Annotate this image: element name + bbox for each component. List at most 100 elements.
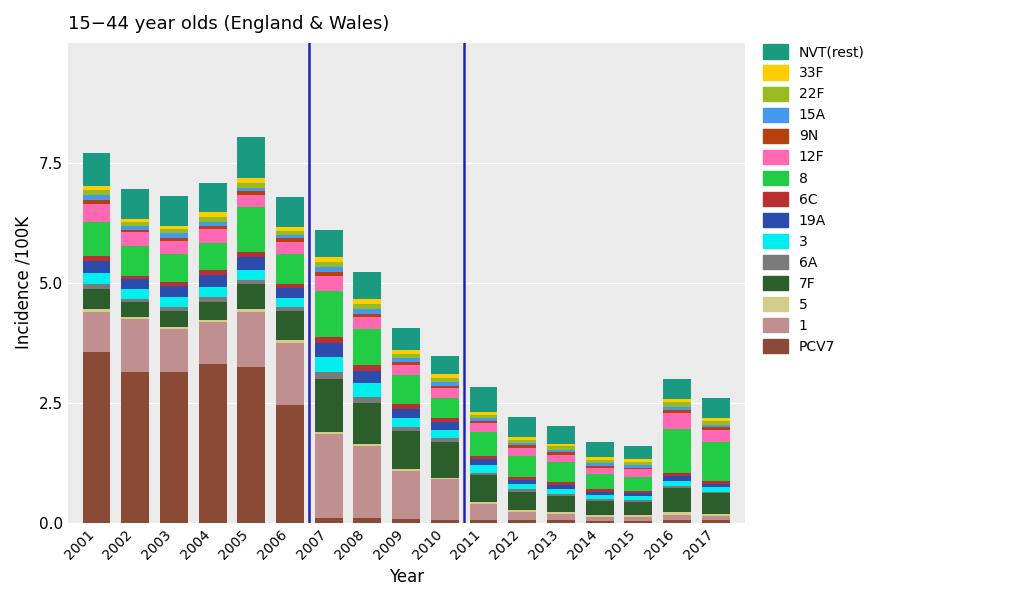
- Bar: [702, 487, 729, 492]
- Bar: [547, 511, 575, 514]
- Bar: [624, 469, 653, 477]
- Bar: [431, 438, 458, 442]
- Bar: [508, 440, 536, 443]
- Bar: [624, 499, 653, 502]
- Bar: [702, 430, 729, 442]
- Bar: [470, 475, 497, 502]
- Bar: [547, 426, 575, 444]
- Bar: [198, 229, 226, 243]
- Bar: [470, 456, 497, 459]
- Bar: [122, 189, 149, 219]
- Bar: [237, 195, 265, 207]
- Bar: [83, 222, 110, 257]
- Bar: [624, 446, 653, 459]
- Bar: [702, 516, 729, 520]
- Bar: [392, 354, 420, 358]
- Bar: [315, 262, 343, 267]
- Bar: [198, 226, 226, 229]
- Bar: [276, 311, 304, 340]
- Bar: [431, 378, 458, 382]
- Bar: [508, 520, 536, 523]
- Bar: [624, 521, 653, 523]
- Bar: [585, 501, 614, 514]
- Bar: [276, 238, 304, 242]
- Bar: [585, 463, 614, 466]
- Bar: [315, 434, 343, 518]
- Bar: [431, 478, 458, 479]
- Bar: [431, 356, 458, 374]
- Bar: [354, 310, 382, 314]
- Bar: [547, 462, 575, 483]
- Bar: [508, 443, 536, 445]
- Bar: [83, 310, 110, 311]
- Bar: [392, 350, 420, 354]
- Bar: [122, 276, 149, 279]
- Bar: [702, 425, 729, 427]
- Bar: [663, 476, 691, 481]
- Bar: [83, 311, 110, 352]
- Bar: [122, 219, 149, 222]
- Bar: [663, 402, 691, 407]
- Bar: [122, 317, 149, 319]
- Bar: [585, 460, 614, 463]
- Bar: [470, 502, 497, 504]
- Bar: [624, 493, 653, 496]
- Bar: [470, 432, 497, 456]
- Bar: [237, 280, 265, 284]
- Bar: [160, 297, 188, 307]
- Bar: [160, 254, 188, 282]
- Bar: [392, 365, 420, 376]
- Bar: [122, 299, 149, 302]
- Bar: [354, 272, 382, 299]
- Bar: [276, 284, 304, 288]
- Bar: [470, 412, 497, 415]
- Bar: [585, 457, 614, 460]
- Bar: [508, 510, 536, 511]
- Bar: [83, 153, 110, 186]
- Bar: [276, 197, 304, 227]
- Bar: [83, 352, 110, 523]
- Bar: [83, 261, 110, 273]
- Bar: [470, 459, 497, 465]
- Bar: [83, 289, 110, 310]
- Bar: [198, 320, 226, 322]
- Bar: [237, 270, 265, 280]
- Bar: [315, 272, 343, 276]
- Bar: [585, 442, 614, 457]
- Bar: [160, 307, 188, 311]
- Bar: [198, 243, 226, 270]
- Bar: [431, 520, 458, 523]
- Bar: [198, 364, 226, 523]
- Bar: [122, 222, 149, 226]
- Bar: [198, 216, 226, 222]
- Bar: [392, 469, 420, 471]
- Bar: [392, 358, 420, 362]
- Bar: [198, 322, 226, 364]
- Bar: [160, 196, 188, 226]
- Bar: [122, 226, 149, 230]
- Bar: [198, 302, 226, 320]
- Bar: [198, 270, 226, 275]
- Bar: [470, 423, 497, 432]
- Bar: [237, 252, 265, 257]
- Bar: [392, 427, 420, 431]
- Bar: [624, 517, 653, 521]
- Bar: [392, 409, 420, 418]
- Bar: [663, 413, 691, 429]
- Bar: [237, 367, 265, 523]
- Bar: [198, 287, 226, 297]
- Bar: [585, 521, 614, 523]
- Bar: [83, 195, 110, 200]
- Bar: [83, 200, 110, 204]
- Bar: [276, 343, 304, 405]
- Bar: [315, 337, 343, 343]
- Bar: [83, 186, 110, 190]
- Bar: [315, 357, 343, 372]
- Bar: [702, 418, 729, 421]
- Bar: [702, 427, 729, 430]
- Bar: [276, 288, 304, 297]
- Bar: [160, 238, 188, 240]
- Bar: [122, 246, 149, 276]
- Bar: [315, 267, 343, 272]
- Bar: [198, 297, 226, 302]
